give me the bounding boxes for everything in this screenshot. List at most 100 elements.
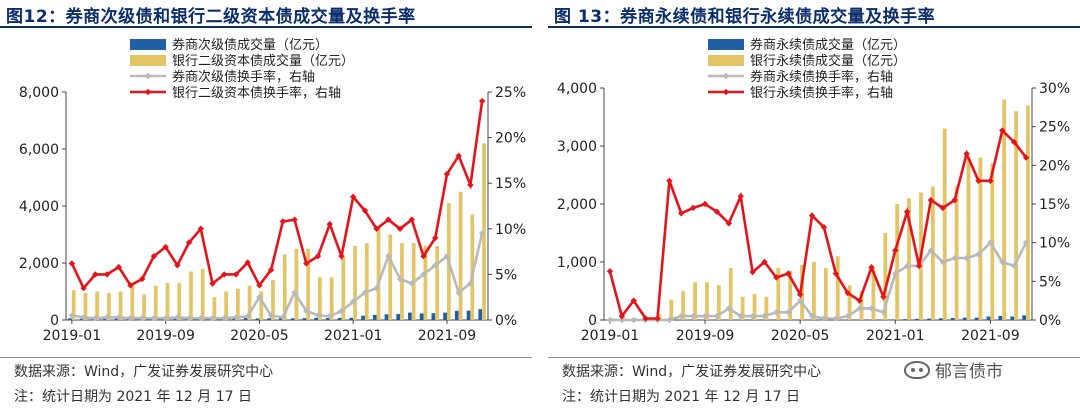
data-point — [478, 97, 486, 105]
bar — [776, 267, 781, 320]
y-tick-label-right: 0% — [495, 313, 517, 329]
data-point — [314, 252, 322, 260]
data-point — [713, 312, 721, 320]
y-tick-label-left: 3,000 — [557, 139, 597, 155]
bar — [812, 262, 816, 320]
bar — [130, 285, 135, 320]
y-tick-label-left: 0 — [588, 313, 597, 329]
data-point — [326, 313, 333, 320]
bar — [243, 318, 248, 320]
bar — [79, 318, 84, 320]
legend-marker — [722, 72, 730, 80]
data-point — [987, 239, 994, 246]
data-point — [68, 312, 76, 319]
bar — [224, 291, 229, 320]
data-point — [808, 312, 816, 320]
x-tick-label: 2019-09 — [676, 328, 735, 344]
x-tick-label: 2019-01 — [43, 328, 102, 344]
bar — [177, 282, 182, 320]
bar — [372, 314, 377, 320]
bar — [329, 277, 334, 320]
y-tick-label-right: 0% — [1039, 313, 1061, 329]
data-point — [713, 208, 721, 215]
bar — [118, 291, 123, 320]
x-tick-label: 2020-05 — [230, 328, 289, 344]
bar — [728, 267, 733, 320]
bar — [435, 245, 440, 320]
bar — [271, 280, 275, 320]
legend-label: 券商次级债成交量（亿元） — [172, 37, 328, 53]
legend-marker — [144, 72, 152, 80]
data-point — [1022, 154, 1030, 161]
data-point — [221, 271, 228, 278]
data-point — [606, 268, 614, 275]
bar — [1026, 105, 1030, 321]
bar — [823, 267, 828, 320]
bar — [400, 243, 404, 320]
data-point — [701, 200, 709, 208]
data-point — [103, 271, 111, 278]
bar — [966, 157, 971, 320]
data-point — [303, 307, 310, 315]
data-point — [432, 234, 439, 242]
y-tick-label-right: 5% — [1039, 274, 1061, 290]
source-text: 数据来源：Wind，广发证券发展研究中心 — [14, 364, 274, 380]
bar — [68, 318, 72, 320]
bar — [267, 318, 272, 320]
data-point — [185, 314, 193, 322]
data-point — [666, 177, 673, 184]
data-point — [127, 282, 134, 289]
x-tick-label: 2020-05 — [771, 328, 830, 344]
data-point — [467, 181, 474, 189]
data-point — [630, 316, 637, 324]
data-point — [127, 314, 134, 322]
data-point — [975, 177, 982, 184]
bar — [282, 254, 287, 320]
y-tick-label-left: 4,000 — [557, 81, 597, 97]
data-point — [338, 307, 345, 315]
bar — [939, 318, 943, 320]
bar — [458, 191, 463, 320]
data-point — [232, 271, 240, 278]
y-tick-label-right: 25% — [1039, 120, 1070, 136]
data-point — [138, 275, 146, 283]
data-point — [197, 314, 205, 322]
data-point — [820, 224, 828, 231]
y-tick-label-right: 30% — [1039, 81, 1070, 97]
data-point — [174, 314, 181, 321]
bar — [915, 318, 920, 320]
data-point — [927, 196, 935, 204]
bar — [349, 317, 354, 320]
legend-label: 券商永续债换手率，右轴 — [750, 69, 893, 85]
legend-label: 券商次级债换手率，右轴 — [172, 69, 315, 85]
data-point — [291, 216, 298, 223]
note-text: 注：统计日期为 2021 年 12 月 17 日 — [14, 389, 252, 405]
legend-swatch — [708, 55, 744, 66]
data-point — [115, 314, 122, 321]
data-point — [880, 309, 887, 316]
bar — [423, 245, 428, 320]
x-tick-label: 2021-09 — [418, 328, 477, 344]
data-point — [314, 312, 322, 319]
data-point — [338, 252, 345, 260]
data-point — [385, 252, 392, 260]
data-point — [606, 316, 614, 324]
data-point — [443, 252, 451, 260]
bar — [318, 277, 322, 320]
data-point — [987, 177, 994, 184]
data-point — [349, 298, 357, 305]
y-tick-label-right: 10% — [495, 222, 526, 238]
title-rule — [0, 26, 532, 28]
bar — [165, 282, 170, 320]
legend-label: 银行二级资本债成交量（亿元） — [172, 53, 354, 69]
bar — [341, 257, 346, 320]
legend-label: 银行二级资本债换手率，右轴 — [172, 85, 341, 101]
data-point — [267, 312, 275, 319]
bar — [950, 317, 955, 320]
bar — [255, 318, 260, 320]
y-tick-label-right: 25% — [495, 85, 526, 101]
bar — [232, 318, 236, 320]
data-point — [856, 305, 863, 312]
bar — [891, 319, 896, 320]
data-point — [868, 305, 875, 312]
